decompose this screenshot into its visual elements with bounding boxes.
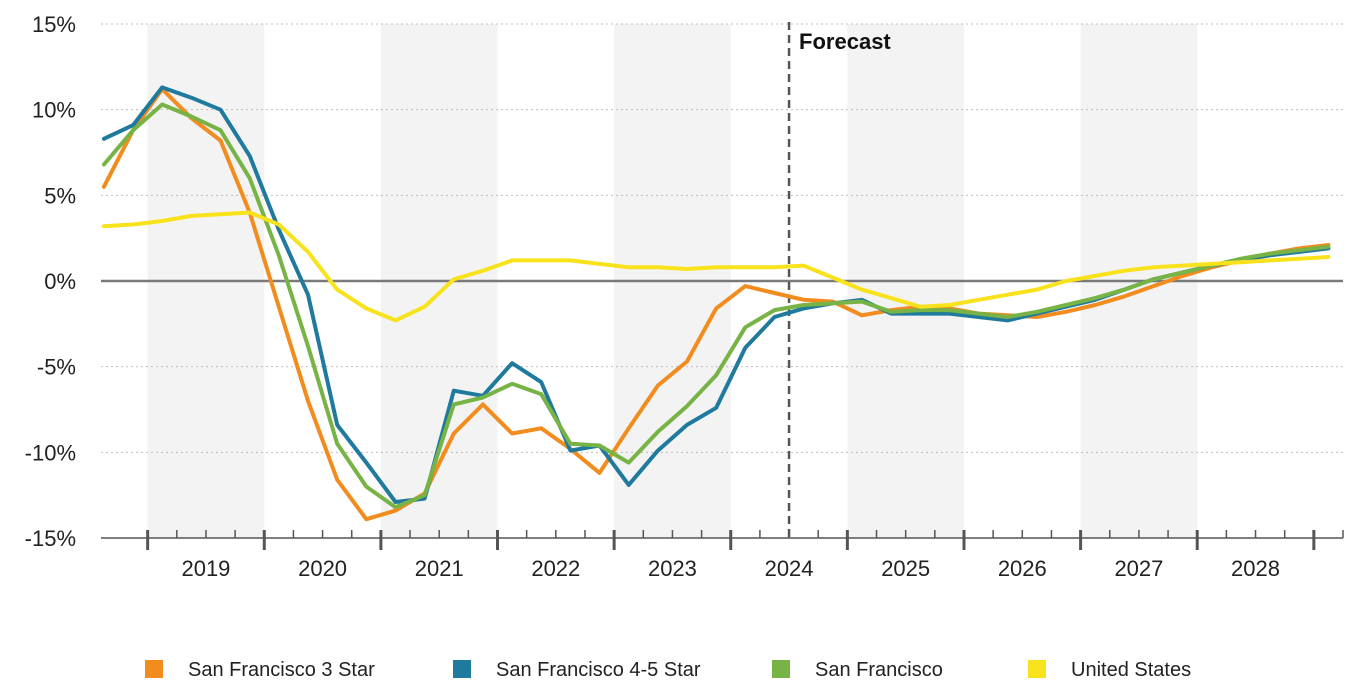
x-tick-label: 2025 <box>881 556 930 581</box>
legend-label-1: San Francisco 4-5 Star <box>496 659 701 680</box>
y-tick-label: 5% <box>44 183 76 208</box>
x-tick-label: 2021 <box>415 556 464 581</box>
x-tick-label: 2026 <box>998 556 1047 581</box>
x-tick-label: 2022 <box>531 556 580 581</box>
x-tick-label: 2024 <box>765 556 814 581</box>
x-tick-label: 2027 <box>1114 556 1163 581</box>
y-tick-label: 0% <box>44 269 76 294</box>
legend-label-2: San Francisco <box>815 659 943 680</box>
legend-label-3: United States <box>1071 659 1191 680</box>
legend-swatch-3 <box>1028 660 1046 678</box>
legend-swatch-0 <box>145 660 163 678</box>
y-tick-label: -15% <box>25 526 76 551</box>
x-tick-label: 2028 <box>1231 556 1280 581</box>
legend-swatch-1 <box>453 660 471 678</box>
axes: 15% 10% 5% 0% -5% -10% -15% 2019 2020 2021 2022 202… <box>25 12 1344 581</box>
series-line-2 <box>101 102 1331 510</box>
y-tick-label: -5% <box>37 355 76 380</box>
series-line-0 <box>101 87 1331 522</box>
x-tick-label: 2020 <box>298 556 347 581</box>
legend-label-0: San Francisco 3 Star <box>188 659 375 680</box>
legend: San Francisco 3 Star San Francisco 4-5 St… <box>145 659 1191 680</box>
forecast-marker: Forecast <box>787 22 891 538</box>
y-tick-label: 15% <box>32 12 76 37</box>
y-tick-label: 10% <box>32 98 76 123</box>
forecast-label: Forecast <box>799 29 891 54</box>
series-lines <box>101 85 1331 522</box>
y-tick-label: -10% <box>25 440 76 465</box>
x-tick-label: 2023 <box>648 556 697 581</box>
series-line-3 <box>101 210 1331 323</box>
legend-swatch-2 <box>772 660 790 678</box>
x-tick-label: 2019 <box>181 556 230 581</box>
